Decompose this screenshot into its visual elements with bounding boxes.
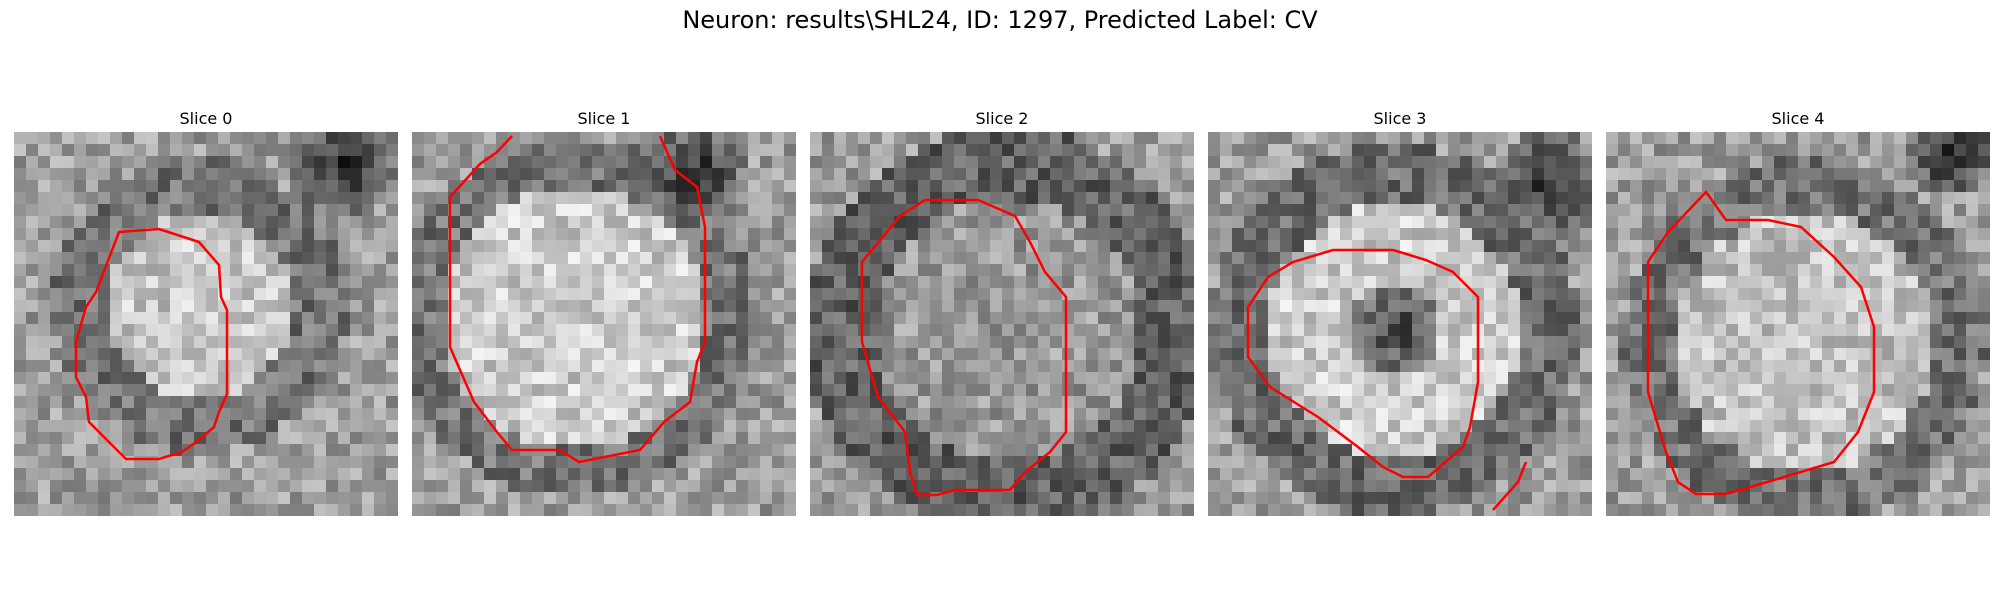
slice-panel-1: Slice 1	[412, 106, 796, 516]
slice-image-2	[810, 132, 1194, 516]
slice-title-3: Slice 3	[1373, 109, 1427, 128]
segmentation-contour	[448, 135, 707, 464]
slice-title-2: Slice 2	[975, 109, 1029, 128]
segmentation-contour	[1246, 248, 1480, 479]
slice-image-0	[14, 132, 398, 516]
slice-title-1: Slice 1	[577, 109, 631, 128]
slice-image-1	[412, 132, 796, 516]
segmentation-contour	[74, 227, 229, 461]
slice-panel-2: Slice 2	[810, 106, 1194, 516]
segmentation-contour	[1646, 190, 1876, 496]
slice-title-0: Slice 0	[179, 109, 233, 128]
slice-panel-0: Slice 0	[14, 106, 398, 516]
slice-title-4: Slice 4	[1771, 109, 1825, 128]
slice-pixels	[1208, 132, 1592, 516]
slice-panel-4: Slice 4	[1606, 106, 1990, 516]
slice-pixels	[810, 132, 1194, 516]
slice-image-3	[1208, 132, 1592, 516]
slice-image-4	[1606, 132, 1990, 516]
segmentation-contour	[860, 198, 1068, 497]
slice-pixels	[412, 132, 796, 516]
figure-title: Neuron: results\SHL24, ID: 1297, Predict…	[682, 6, 1318, 34]
segmentation-contour-fragment	[1492, 461, 1528, 511]
slice-pixels	[14, 132, 398, 516]
slice-panel-3: Slice 3	[1208, 106, 1592, 516]
slice-pixels	[1606, 132, 1990, 516]
